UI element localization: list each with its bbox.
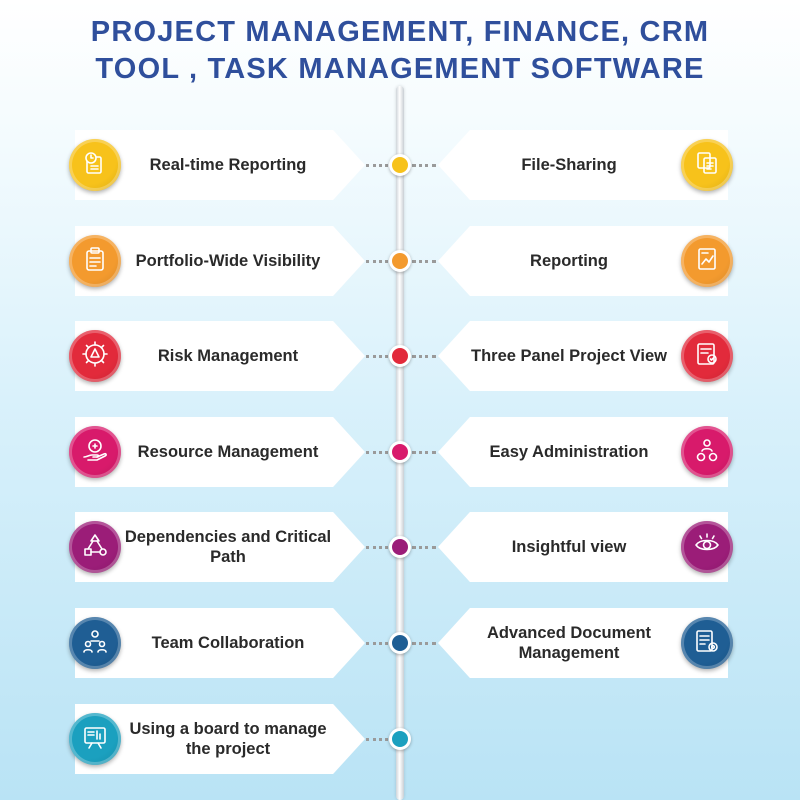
connector-dots: [412, 260, 436, 263]
connector-dots: [366, 546, 388, 549]
timeline-node: [389, 441, 411, 463]
feature-row: Portfolio-Wide Visibility Reporting: [0, 226, 800, 296]
connector-dots: [412, 164, 436, 167]
board-icon: [80, 722, 110, 757]
feature-row: Resource Management Easy Administration: [0, 417, 800, 487]
feature-label: Insightful view: [511, 538, 627, 556]
feature-row: Team Collaboration Advanced Document Mana…: [0, 608, 800, 678]
clipboard-icon: [80, 244, 110, 279]
feature-card-left: Resource Management: [75, 417, 365, 487]
feature-icon-badge: [681, 330, 733, 382]
feature-row: Risk Management Three Panel Project View: [0, 321, 800, 391]
file-sharing-icon: [692, 148, 722, 183]
feature-icon-badge: [69, 521, 121, 573]
flow-diagram-icon: [80, 530, 110, 565]
feature-card-right: Three Panel Project View: [438, 321, 728, 391]
title-line-2: TOOL , TASK MANAGEMENT SOFTWARE: [95, 53, 705, 85]
connector-dots: [366, 738, 388, 741]
feature-label: Dependencies and Critical Path: [124, 528, 332, 566]
feature-row: Real-time Reporting File-Sharing: [0, 130, 800, 200]
feature-label: Using a board to manage the project: [129, 720, 327, 758]
feature-card-right: Insightful view: [438, 512, 728, 582]
title-line-1: PROJECT MANAGEMENT, FINANCE, CRM: [90, 16, 710, 48]
feature-card-left: Using a board to manage the project: [75, 704, 365, 774]
feature-label: Resource Management: [137, 443, 319, 461]
feature-label: Real-time Reporting: [149, 156, 307, 174]
connector-dots: [412, 642, 436, 645]
feature-card-right: Advanced Document Management: [438, 608, 728, 678]
feature-card-right: Reporting: [438, 226, 728, 296]
feature-card-left: Team Collaboration: [75, 608, 365, 678]
feature-card-left: Dependencies and Critical Path: [75, 512, 365, 582]
feature-icon-badge: [69, 426, 121, 478]
timeline-node: [389, 154, 411, 176]
page-title: PROJECT MANAGEMENT, FINANCE, CRM TOOL , …: [0, 14, 800, 88]
feature-label: Reporting: [530, 252, 608, 270]
feature-card-left: Risk Management: [75, 321, 365, 391]
feature-label: Advanced Document Management: [486, 624, 652, 662]
feature-card-left: Portfolio-Wide Visibility: [75, 226, 365, 296]
feature-icon-badge: [69, 330, 121, 382]
certificate-icon: [692, 339, 722, 374]
timeline-node: [389, 345, 411, 367]
feature-icon-badge: [69, 617, 121, 669]
admin-gears-icon: [692, 435, 722, 470]
feature-row: Using a board to manage the project: [0, 704, 800, 774]
feature-card-right: Easy Administration: [438, 417, 728, 487]
feature-card-left: Real-time Reporting: [75, 130, 365, 200]
risk-gear-icon: [80, 339, 110, 374]
eye-icon: [692, 530, 722, 565]
feature-label: File-Sharing: [521, 156, 617, 174]
connector-dots: [412, 355, 436, 358]
feature-icon-badge: [681, 617, 733, 669]
report-chart-icon: [692, 244, 722, 279]
feature-icon-badge: [69, 235, 121, 287]
connector-dots: [366, 355, 388, 358]
feature-icon-badge: [681, 426, 733, 478]
connector-dots: [412, 546, 436, 549]
connector-dots: [412, 451, 436, 454]
feature-row: Dependencies and Critical Path Insightful…: [0, 512, 800, 582]
team-icon: [80, 626, 110, 661]
timeline-node: [389, 536, 411, 558]
resource-hand-icon: [80, 435, 110, 470]
connector-dots: [366, 451, 388, 454]
feature-icon-badge: [69, 713, 121, 765]
feature-card-right: File-Sharing: [438, 130, 728, 200]
document-gear-icon: [692, 626, 722, 661]
connector-dots: [366, 164, 388, 167]
feature-label: Portfolio-Wide Visibility: [135, 252, 321, 270]
feature-label: Team Collaboration: [151, 634, 305, 652]
feature-label: Three Panel Project View: [471, 347, 667, 365]
timeline-node: [389, 250, 411, 272]
timeline-node: [389, 632, 411, 654]
timeline-node: [389, 728, 411, 750]
connector-dots: [366, 642, 388, 645]
feature-icon-badge: [681, 139, 733, 191]
feature-label: Easy Administration: [489, 443, 649, 461]
feature-icon-badge: [681, 235, 733, 287]
feature-icon-badge: [681, 521, 733, 573]
connector-dots: [366, 260, 388, 263]
feature-icon-badge: [69, 139, 121, 191]
report-clock-icon: [80, 148, 110, 183]
feature-label: Risk Management: [157, 347, 299, 365]
